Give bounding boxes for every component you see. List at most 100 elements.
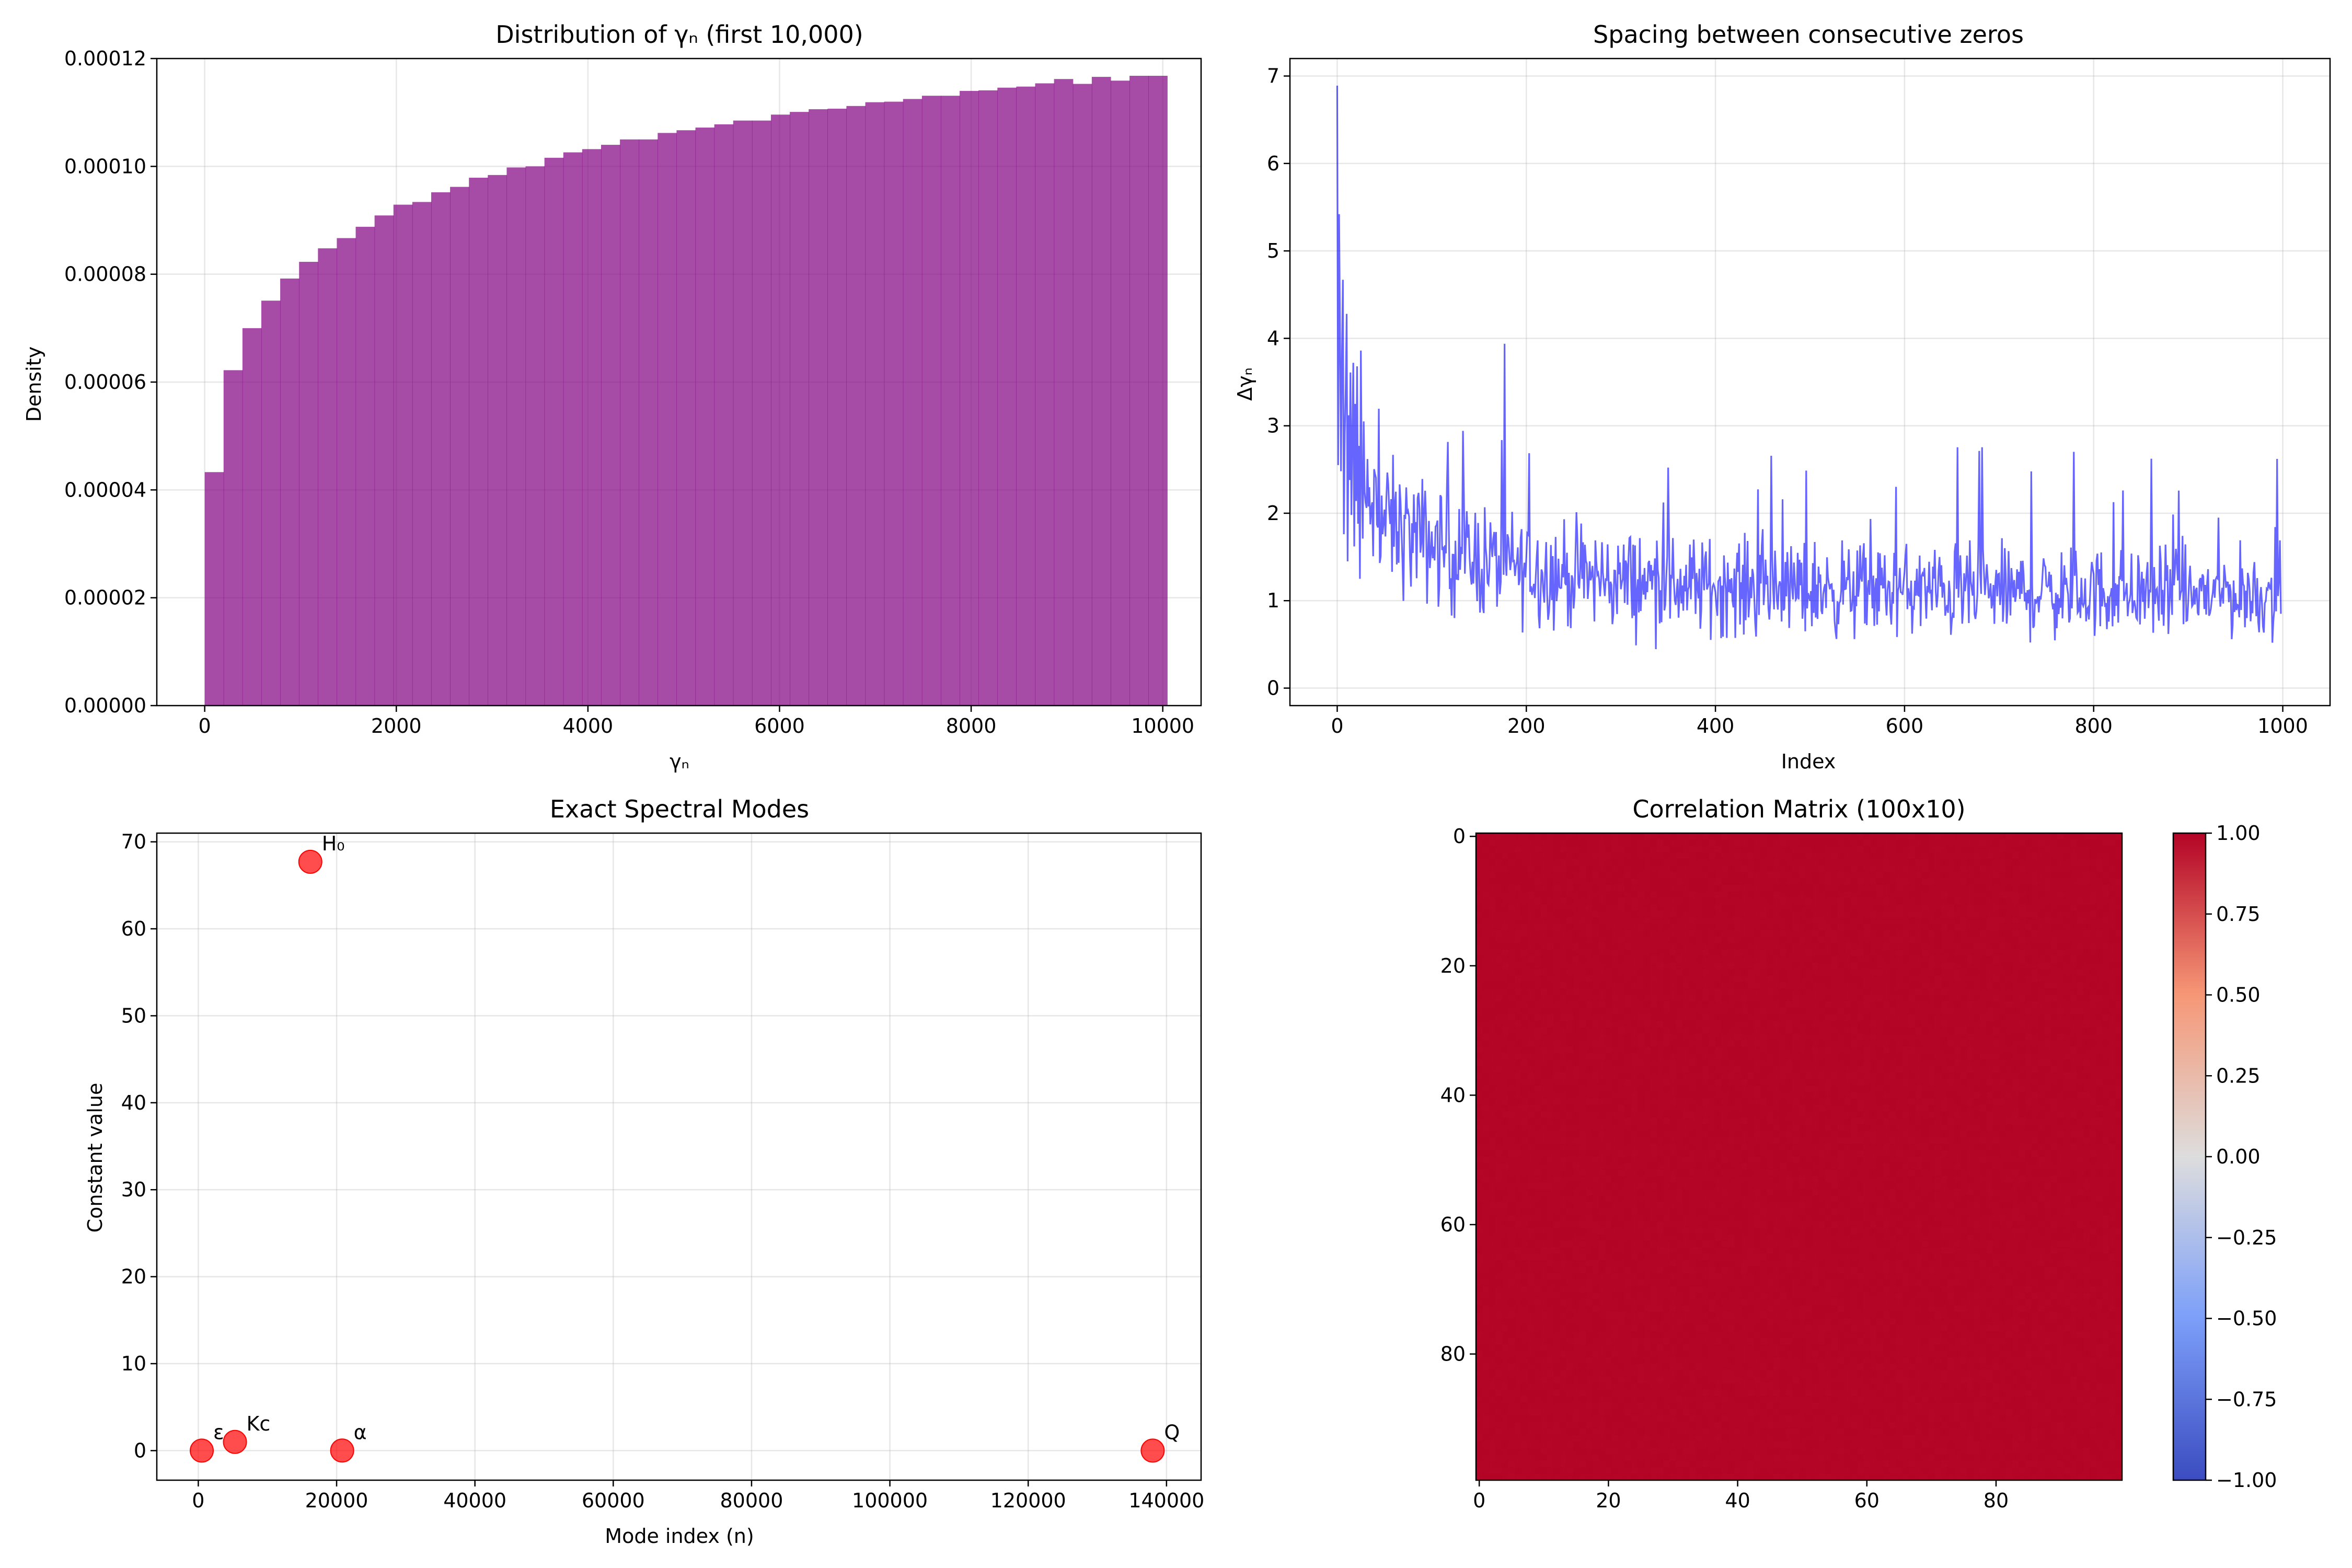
heatmap-cell	[1527, 1001, 1535, 1008]
heatmap-cell	[1825, 1137, 1832, 1144]
heatmap-cell	[1534, 839, 1541, 847]
heatmap-cell	[1831, 885, 1838, 892]
heatmap-cell	[1992, 891, 2000, 898]
heatmap-cell	[1495, 1021, 1502, 1028]
heatmap-cell	[1644, 949, 1651, 956]
heatmap-cell	[1676, 1066, 1684, 1073]
heatmap-cell	[1476, 949, 1483, 956]
heatmap-cell	[1844, 872, 1851, 879]
heatmap-cell	[1566, 1001, 1573, 1008]
heatmap-cell	[1631, 1073, 1638, 1079]
heatmap-cell	[1592, 988, 1599, 995]
heatmap-cell	[1669, 897, 1677, 905]
heatmap-cell	[1495, 1131, 1502, 1138]
heatmap-cell	[1708, 872, 1715, 879]
heatmap-cell	[1838, 910, 1845, 918]
heatmap-cell	[1521, 1117, 1528, 1125]
heatmap-cell	[1915, 982, 1922, 989]
heatmap-cell	[1598, 897, 1606, 905]
heatmap-cell	[1682, 878, 1690, 885]
heatmap-cell	[1650, 1059, 1657, 1067]
heatmap-cell	[1515, 995, 1522, 1002]
heatmap-cell	[2005, 846, 2013, 853]
heatmap-cell	[1682, 949, 1690, 956]
heatmap-cell	[1779, 1001, 1786, 1008]
heatmap-cell	[1495, 924, 1502, 931]
heatmap-cell	[1779, 1111, 1786, 1119]
heatmap-cell	[2070, 1014, 2077, 1021]
heatmap-cell	[1831, 833, 1838, 840]
heatmap-cell	[1669, 956, 1677, 963]
heatmap-cell	[1721, 1124, 1728, 1131]
heatmap-cell	[1844, 969, 1851, 976]
heatmap-cell	[1638, 865, 1644, 872]
heatmap-cell	[1540, 1008, 1548, 1015]
heatmap-cell	[1657, 949, 1664, 956]
heatmap-cell	[1631, 904, 1638, 912]
heatmap-cell	[2077, 1001, 2084, 1008]
heatmap-cell	[1889, 1131, 1896, 1138]
heatmap-cell	[1980, 1073, 1987, 1079]
heatmap-cell	[1644, 885, 1651, 892]
heatmap-cell	[1876, 943, 1884, 950]
heatmap-cell	[1792, 885, 1800, 892]
heatmap-cell	[1502, 1098, 1509, 1105]
heatmap-cell	[1553, 833, 1561, 840]
heatmap-cell	[2090, 1059, 2097, 1067]
heatmap-cell	[2115, 917, 2123, 924]
heatmap-cell	[1669, 962, 1677, 970]
heatmap-cell	[1799, 1059, 1806, 1067]
heatmap-cell	[1592, 943, 1599, 950]
heatmap-cell	[1941, 982, 1948, 989]
heatmap-cell	[1657, 1104, 1664, 1112]
heatmap-cell	[2090, 1131, 2097, 1138]
heatmap-cell	[1850, 1073, 1858, 1079]
heatmap-cell	[1767, 1021, 1774, 1028]
heatmap-cell	[1476, 846, 1483, 853]
heatmap-cell	[1592, 885, 1599, 892]
heatmap-cell	[1527, 1021, 1535, 1028]
heatmap-cell	[1928, 988, 1935, 995]
heatmap-cell	[1779, 943, 1786, 950]
heatmap-cell	[1586, 872, 1593, 879]
heatmap-cell	[1967, 943, 1974, 950]
heatmap-cell	[1980, 852, 1987, 860]
heatmap-cell	[1773, 924, 1780, 931]
heatmap-cell	[1650, 975, 1657, 983]
heatmap-cell	[1812, 975, 1819, 983]
heatmap-cell	[1999, 1104, 2007, 1112]
heatmap-cell	[1818, 1001, 1825, 1008]
heatmap-cell	[1921, 1033, 1929, 1041]
heatmap-cell	[1863, 956, 1871, 963]
heatmap-cell	[1540, 891, 1548, 898]
spacing-y-tick: 5	[1267, 239, 1279, 262]
heatmap-cell	[1657, 982, 1664, 989]
heatmap-cell	[1773, 910, 1780, 918]
heatmap-cell	[1786, 839, 1793, 847]
heatmap-cell	[1863, 1046, 1871, 1054]
heatmap-cell	[1941, 924, 1948, 931]
heatmap-cell	[1850, 1046, 1858, 1054]
heatmap-cell	[1863, 1059, 1871, 1067]
heatmap-cell	[1863, 891, 1871, 898]
heatmap-cell	[1696, 1033, 1703, 1041]
heatmap-cell	[1669, 859, 1677, 866]
heatmap-cell	[1495, 1059, 1502, 1067]
heatmap-cell	[1747, 1014, 1754, 1021]
heatmap-cell	[2005, 969, 2013, 976]
heatmap-cell	[1934, 1124, 1942, 1131]
heatmap-cell	[1973, 949, 1980, 956]
heatmap-cell	[1547, 852, 1554, 860]
heatmap-cell	[1553, 1027, 1561, 1034]
heatmap-cell	[1992, 904, 2000, 912]
heatmap-cell	[1818, 995, 1825, 1002]
heatmap-cell	[1644, 1059, 1651, 1067]
heatmap-cell	[1889, 1021, 1896, 1028]
heatmap-cell	[2038, 885, 2045, 892]
heatmap-cell	[1669, 917, 1677, 924]
heatmap-cell	[1747, 956, 1754, 963]
heatmap-cell	[1515, 1033, 1522, 1041]
heatmap-cell	[1831, 969, 1838, 976]
heatmap-cell	[1657, 1111, 1664, 1119]
heatmap-cell	[1728, 917, 1735, 924]
